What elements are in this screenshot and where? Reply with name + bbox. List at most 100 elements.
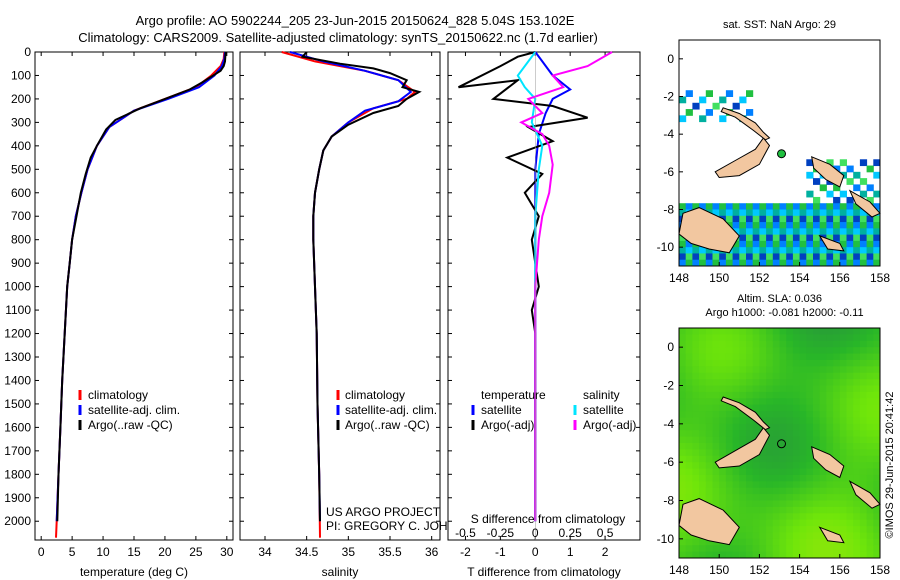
heatmap-cell (685, 468, 693, 476)
heatmap-cell (752, 334, 760, 342)
heatmap-cell (873, 519, 881, 527)
heatmap-cell (685, 240, 693, 248)
heatmap-cell (813, 538, 821, 546)
heatmap-cell (859, 222, 868, 229)
heatmap-cell (739, 259, 747, 267)
y-tick-label: -8 (663, 203, 674, 217)
heatmap-cell (679, 234, 687, 242)
heatmap-cell (813, 500, 821, 508)
heatmap-cell (873, 222, 881, 229)
heatmap-cell (799, 538, 807, 546)
heatmap-cell (846, 209, 854, 217)
heatmap-cell (712, 366, 720, 374)
heatmap-cell (833, 184, 841, 192)
heatmap-cell (833, 228, 841, 236)
heatmap-cell (766, 404, 774, 412)
heatmap-cell (732, 209, 740, 217)
salinity-panel: 34 34.5 35 35.5 36 salinity climatologysatelli… (239, 51, 482, 579)
heatmap-cell (859, 449, 868, 457)
heatmap-cell (699, 366, 707, 374)
heatmap-cell (685, 372, 693, 380)
heatmap-cell (712, 436, 720, 444)
heatmap-cell (739, 240, 747, 248)
heatmap-cell (705, 203, 713, 210)
heatmap-cell (712, 487, 720, 495)
heatmap-cell (725, 551, 734, 559)
heatmap-cell (846, 443, 854, 450)
heatmap-cell (873, 353, 881, 361)
heatmap-cell (772, 443, 780, 450)
heatmap-cell (725, 215, 734, 223)
y-tick-label: -6 (663, 165, 674, 179)
heatmap-cell (772, 417, 780, 425)
heatmap-cell (712, 209, 720, 217)
heatmap-cell (712, 411, 720, 418)
heatmap-cell (685, 532, 693, 540)
heatmap-cell (839, 372, 847, 380)
heatmap-cell (779, 385, 787, 393)
heatmap-cell (752, 474, 760, 482)
heatmap-cell (786, 500, 794, 508)
heatmap-cell (813, 417, 821, 425)
heatmap-cell (846, 430, 854, 438)
heatmap-cell (685, 385, 693, 393)
land-mass (714, 137, 771, 179)
heatmap-cell (739, 203, 747, 210)
heatmap-cell (779, 443, 787, 450)
heatmap-cell (853, 423, 861, 431)
heatmap-cell (725, 443, 734, 450)
argo-position-marker (777, 149, 787, 159)
heatmap-cell (839, 353, 847, 361)
heatmap-cell (719, 500, 727, 508)
heatmap-cell (752, 222, 760, 229)
heatmap-cell (766, 481, 774, 489)
heatmap-cell (839, 449, 847, 457)
legend-label: Argo(..raw -QC) (88, 418, 173, 432)
heatmap-cell (826, 391, 834, 399)
heatmap-cell (746, 474, 754, 482)
heatmap-cell (813, 247, 821, 254)
heatmap-cell (719, 551, 727, 559)
heatmap-cell (846, 165, 854, 173)
heatmap-cell (846, 545, 854, 553)
heatmap-cell (712, 443, 720, 450)
heatmap-cell (759, 462, 767, 470)
heatmap-cell (692, 449, 700, 457)
heatmap-cell (725, 90, 734, 97)
heatmap-cell (806, 203, 814, 210)
heatmap-cell (759, 203, 767, 210)
heatmap-cell (766, 487, 774, 495)
heatmap-cell (792, 551, 801, 559)
heatmap-cell (859, 526, 868, 533)
heatmap-cell (766, 455, 774, 463)
heatmap-cell (833, 500, 841, 508)
heatmap-cell (806, 443, 814, 450)
heatmap-cell (679, 494, 687, 501)
heatmap-cell (719, 494, 727, 501)
heatmap-cell (712, 340, 720, 348)
heatmap-cell (853, 506, 861, 514)
heatmap-cell (712, 379, 720, 386)
heatmap-cell (759, 334, 767, 342)
heatmap-cell (873, 449, 881, 457)
heatmap-cell (766, 443, 774, 450)
heatmap-cell (826, 215, 834, 223)
heatmap-cell (766, 398, 774, 406)
heatmap-cell (859, 215, 868, 223)
heatmap-cell (739, 462, 747, 470)
heatmap-cell (752, 487, 760, 495)
heatmap-cell (799, 430, 807, 438)
heatmap-cell (705, 468, 713, 476)
heatmap-cell (859, 328, 868, 335)
heatmap-cell (692, 404, 700, 412)
heatmap-cell (806, 222, 814, 229)
x-tick-label: 0 (38, 545, 45, 559)
heatmap-cell (739, 423, 747, 431)
heatmap-cell (819, 411, 827, 418)
heatmap-cell (679, 462, 687, 470)
heatmap-cell (685, 545, 693, 553)
heatmap-cell (685, 366, 693, 374)
heatmap-cell (819, 247, 827, 254)
heatmap-cell (719, 417, 727, 425)
heatmap-cell (772, 334, 780, 342)
